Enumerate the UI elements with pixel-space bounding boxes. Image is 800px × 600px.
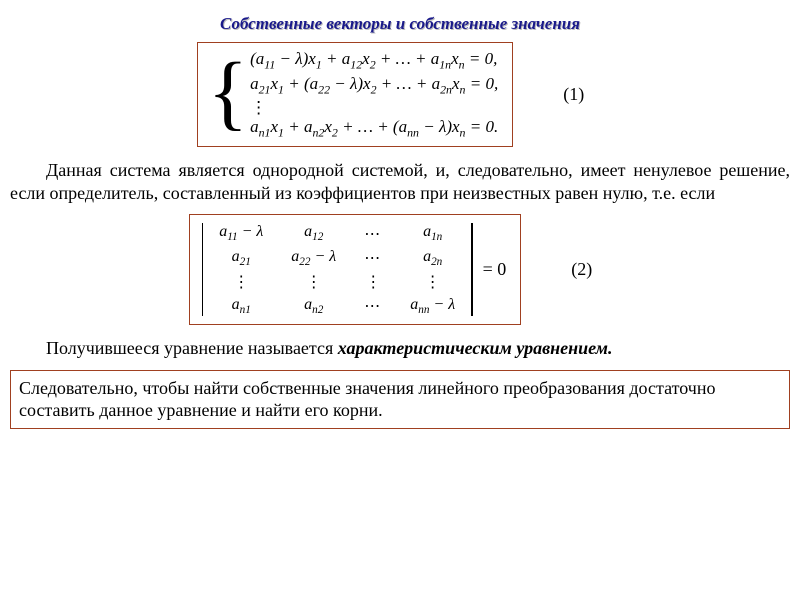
determinant: a11 − λ a12 ⋯ a1n a21 a22 − λ ⋯ a2n ⋮ ⋮ … xyxy=(200,221,507,318)
det-cell: a2n xyxy=(396,246,469,270)
det-cell: a1n xyxy=(396,221,469,245)
paragraph-2: Получившееся уравнение называется характ… xyxy=(10,337,790,360)
det-cell: ⋯ xyxy=(350,294,396,318)
left-brace-icon: { xyxy=(208,68,248,118)
det-cell: an1 xyxy=(205,294,277,318)
det-cell: an2 xyxy=(277,294,350,318)
det-cell: ⋮ xyxy=(205,270,277,294)
eq1-line-4: an1x1 + an2x2 + … + (ann − λ)xn = 0. xyxy=(250,117,498,140)
para2-emphasis: характеристическим уравнением. xyxy=(338,338,613,358)
det-cell: ⋮ xyxy=(350,270,396,294)
equation-1-row: { (a11 − λ)x1 + a12x2 + … + a1nxn = 0, a… xyxy=(10,42,790,147)
det-cell: a11 − λ xyxy=(205,221,277,245)
eq1-line-3: ⋮ xyxy=(250,100,498,115)
para2-prefix: Получившееся уравнение называется xyxy=(46,338,338,358)
conclusion-box: Следовательно, чтобы найти собственные з… xyxy=(10,370,790,429)
eq1-line-1: (a11 − λ)x1 + a12x2 + … + a1nxn = 0, xyxy=(250,49,498,72)
equation-2-label: (2) xyxy=(571,259,611,280)
equation-2-row: a11 − λ a12 ⋯ a1n a21 a22 − λ ⋯ a2n ⋮ ⋮ … xyxy=(10,214,790,325)
eq1-line-2: a21x1 + (a22 − λ)x2 + … + a2nxn = 0, xyxy=(250,74,498,97)
equals-zero: = 0 xyxy=(483,259,507,280)
det-cell: ⋮ xyxy=(277,270,350,294)
det-bar-right-icon xyxy=(471,223,473,316)
det-cell: a21 xyxy=(205,246,277,270)
det-cell: a12 xyxy=(277,221,350,245)
det-cell: a22 − λ xyxy=(277,246,350,270)
equation-2-box: a11 − λ a12 ⋯ a1n a21 a22 − λ ⋯ a2n ⋮ ⋮ … xyxy=(189,214,522,325)
det-cell: ⋯ xyxy=(350,246,396,270)
determinant-matrix: a11 − λ a12 ⋯ a1n a21 a22 − λ ⋯ a2n ⋮ ⋮ … xyxy=(205,221,469,318)
det-cell: ann − λ xyxy=(396,294,469,318)
equation-1-system: (a11 − λ)x1 + a12x2 + … + a1nxn = 0, a21… xyxy=(250,49,498,140)
page-title: Собственные векторы и собственные значен… xyxy=(10,14,790,34)
det-bar-left-icon xyxy=(202,223,204,316)
paragraph-1: Данная система является однородной систе… xyxy=(10,159,790,204)
det-cell: ⋯ xyxy=(350,221,396,245)
equation-1-box: { (a11 − λ)x1 + a12x2 + … + a1nxn = 0, a… xyxy=(197,42,513,147)
det-cell: ⋮ xyxy=(396,270,469,294)
equation-1-label: (1) xyxy=(563,84,603,105)
